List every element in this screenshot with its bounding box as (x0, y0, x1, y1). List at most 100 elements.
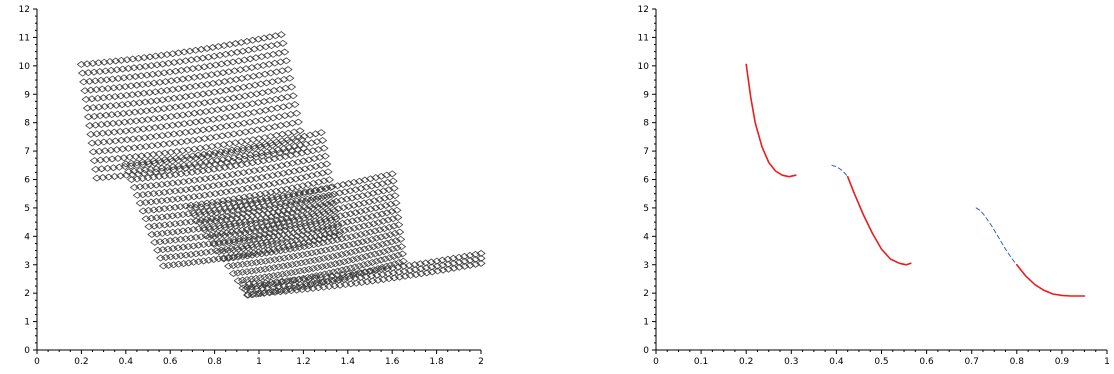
data-point (254, 135, 264, 143)
data-point (245, 151, 256, 159)
data-point (292, 213, 302, 221)
data-point (274, 255, 285, 263)
data-point (238, 245, 248, 253)
y-tick-label: 8 (24, 119, 30, 129)
data-point (305, 257, 315, 265)
data-point (245, 55, 255, 63)
data-point (242, 213, 252, 221)
data-point (337, 235, 347, 243)
data-point (215, 224, 225, 232)
x-tick-label: 0.2 (74, 357, 88, 367)
x-tick-label: 2 (478, 357, 484, 367)
data-point (228, 195, 239, 203)
left-scatter-panel: 0 0.2 0.4 0.6 0.8 1 1.2 1.4 1.6 1.8 20123456789101… (19, 5, 486, 367)
data-point (163, 59, 174, 67)
data-point (212, 70, 222, 78)
data-point (339, 258, 349, 266)
data-point (332, 236, 342, 244)
data-point (216, 60, 227, 68)
data-point (421, 264, 431, 272)
data-point (273, 146, 283, 154)
data-point (198, 241, 209, 249)
data-point (359, 245, 370, 253)
data-point (278, 192, 288, 200)
data-point (361, 252, 371, 260)
data-point (298, 157, 309, 165)
data-point (238, 253, 248, 261)
data-point (257, 89, 268, 97)
data-point (205, 190, 215, 198)
data-point (285, 245, 295, 253)
data-point (349, 224, 359, 232)
data-point (192, 184, 202, 192)
data-point (303, 226, 313, 234)
data-point (217, 96, 227, 104)
data-point (176, 170, 186, 178)
data-point (208, 256, 219, 264)
data-point (318, 208, 328, 216)
data-point (233, 261, 243, 269)
x-tick-label: 0.6 (919, 357, 934, 367)
data-point (293, 228, 303, 236)
data-point (200, 218, 210, 226)
data-point (280, 153, 291, 161)
data-point (352, 193, 362, 201)
data-point (330, 213, 341, 221)
data-point (251, 266, 261, 274)
data-point (223, 254, 234, 262)
data-point (386, 261, 396, 269)
data-point (345, 187, 355, 195)
data-point (138, 191, 148, 199)
data-point (230, 222, 241, 230)
data-point (287, 261, 297, 269)
data-point (377, 180, 388, 188)
data-point (178, 227, 188, 235)
data-point (328, 221, 338, 229)
data-point (265, 256, 275, 264)
data-point (236, 138, 246, 146)
data-point (367, 182, 377, 190)
data-point (286, 198, 297, 206)
data-point (210, 190, 221, 198)
data-point (305, 187, 315, 195)
data-point (199, 99, 210, 107)
data-point (219, 141, 229, 149)
data-point (240, 176, 251, 184)
data-point (305, 218, 315, 226)
data-point (343, 180, 354, 188)
data-point (184, 161, 195, 169)
data-point (353, 239, 363, 247)
data-point (367, 277, 378, 285)
data-point (384, 275, 394, 283)
data-point (260, 257, 271, 265)
data-point (391, 199, 401, 207)
data-point (225, 163, 236, 171)
data-point (302, 205, 313, 213)
data-point (220, 113, 230, 121)
data-point (245, 118, 255, 126)
data-point (284, 144, 294, 152)
data-point (225, 41, 235, 49)
data-point (230, 39, 241, 47)
data-point (225, 77, 236, 85)
data-point (219, 247, 229, 255)
data-point (167, 212, 178, 220)
data-point (249, 235, 259, 243)
data-point (222, 171, 232, 179)
data-point (363, 191, 373, 199)
data-point (273, 208, 284, 216)
data-point (160, 221, 170, 229)
data-point (289, 205, 299, 213)
data-point (240, 92, 250, 100)
data-point (260, 70, 270, 78)
data-point (270, 59, 280, 67)
data-point (299, 243, 309, 251)
data-point (211, 247, 221, 255)
data-point (224, 140, 235, 148)
data-point (432, 257, 442, 265)
data-point (281, 57, 291, 65)
data-point (162, 51, 172, 59)
data-point (270, 201, 280, 209)
data-point (315, 271, 326, 279)
data-point (198, 167, 208, 175)
